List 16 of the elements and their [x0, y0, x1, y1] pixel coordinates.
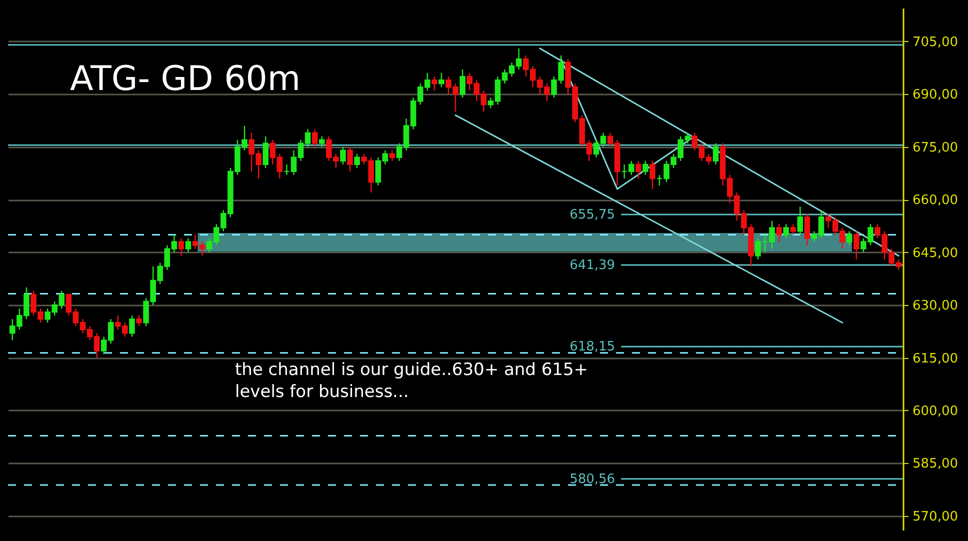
ref-line-label: 655,75: [570, 208, 616, 223]
annotation: the channel is our guide..630+ and 615+ levels for business...: [235, 360, 588, 402]
ref-line-label: 641,39: [570, 258, 616, 273]
y-tick-label: 645,00: [912, 246, 958, 261]
y-tick-label: 660,00: [912, 193, 958, 208]
y-tick-label: 705,00: [912, 34, 958, 50]
y-tick-label: 585,00: [912, 456, 958, 472]
text: ATG- GD 60m: [70, 59, 301, 99]
y-tick-label: 600,00: [912, 404, 958, 419]
ref-line-label: 618,15: [570, 340, 616, 355]
ref-line-label: 580,56: [570, 472, 616, 487]
y-tick-label: 675,00: [912, 140, 958, 156]
y-tick-label: 615,00: [912, 351, 958, 366]
y-tick-label: 630,00: [912, 298, 958, 314]
y-tick-label: 690,00: [912, 88, 958, 103]
y-tick-label: 570,00: [912, 509, 958, 524]
